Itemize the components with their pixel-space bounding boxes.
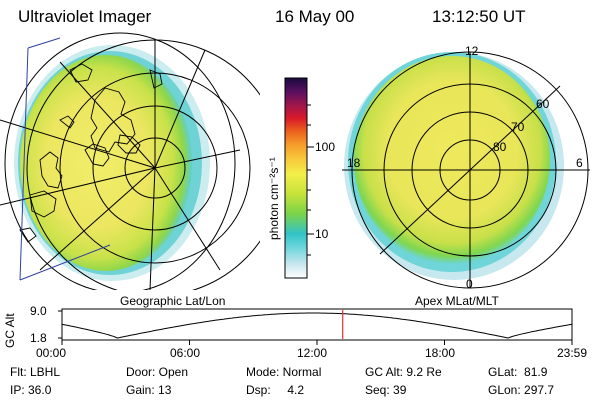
colorbar-tick-10: 10 — [315, 227, 329, 241]
mlt-label-6: 6 — [576, 156, 583, 170]
altitude-plot — [58, 308, 573, 345]
colorbar-tick-100: 100 — [315, 140, 336, 154]
colorbar — [284, 77, 308, 279]
lat-label-80: 80 — [493, 140, 507, 154]
colorbar-ticks — [307, 104, 314, 256]
info-ip: IP: 36.0 — [10, 383, 52, 397]
alt-xtick-4: 23:59 — [557, 346, 588, 360]
info-gcalt: GC Alt: 9.2 Re — [365, 365, 442, 379]
apex-image — [342, 51, 590, 289]
alt-ytick-bottom: 1.8 — [30, 331, 47, 345]
info-glon: GLon: 297.7 — [488, 383, 555, 397]
mlt-label-18: 18 — [347, 156, 361, 170]
date-label: 16 May 00 — [275, 7, 355, 26]
info-door: Door: Open — [126, 365, 189, 379]
info-glat: GLat: 81.9 — [488, 365, 548, 379]
alt-xtick-2: 12:00 — [297, 346, 328, 360]
alt-ylabel: GC Alt — [3, 313, 17, 348]
instrument-title: Ultraviolet Imager — [18, 7, 152, 26]
geographic-caption: Geographic Lat/Lon — [120, 294, 226, 308]
alt-xtick-1: 06:00 — [170, 346, 201, 360]
alt-xtick-0: 00:00 — [36, 346, 67, 360]
geographic-image — [0, 32, 260, 290]
colorbar-unit-label: photon cm⁻²s⁻¹ — [267, 157, 281, 240]
info-gain: Gain: 13 — [126, 383, 172, 397]
info-flt: Flt: LBHL — [10, 365, 61, 379]
alt-ytick-top: 9.0 — [30, 304, 47, 318]
info-seq: Seq: 39 — [365, 383, 407, 397]
alt-xtick-3: 18:00 — [425, 346, 456, 360]
info-dsp: Dsp: 4.2 — [246, 383, 305, 397]
lat-label-70: 70 — [511, 120, 525, 134]
apex-caption: Apex MLat/MLT — [415, 294, 499, 308]
info-mode: Mode: Normal — [246, 365, 322, 379]
mlt-label-12: 12 — [465, 44, 479, 58]
mlt-label-0: 0 — [466, 277, 473, 291]
time-label: 13:12:50 UT — [432, 7, 526, 26]
lat-label-60: 60 — [536, 97, 550, 111]
